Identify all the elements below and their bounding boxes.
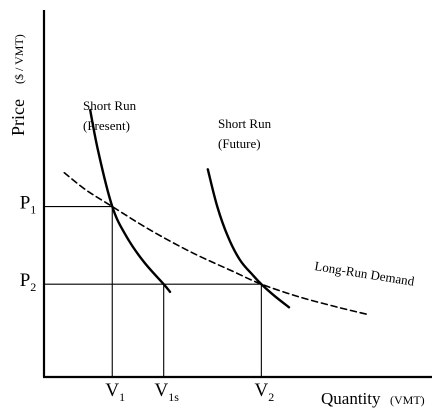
short-run-future-label-line-2: (Future) <box>218 136 261 151</box>
y-axis-unit: ($ / VMT) <box>12 34 26 84</box>
x-axis-label: Quantity (VMT) <box>321 389 425 408</box>
curve-labels: Short Run (Present) Short Run (Future) Long-… <box>83 98 416 289</box>
price-label-p1: P1 <box>20 193 37 217</box>
axes <box>42 10 432 379</box>
short-run-future-curve <box>206 168 291 309</box>
x-axis-title: Quantity <box>321 389 381 408</box>
long-run-demand-curve <box>63 172 371 316</box>
y-axis-label: Price ($ / VMT) <box>8 34 28 136</box>
short-run-future-label-line-1: Short Run <box>218 116 272 131</box>
quantity-label-v2: V2 <box>254 380 274 404</box>
level-labels: P1 P2 V1 V1s V2 <box>20 193 275 404</box>
price-label-p2: P2 <box>20 270 37 294</box>
curves <box>63 108 371 316</box>
x-axis-unit: (VMT) <box>390 393 425 407</box>
y-axis-title: Price <box>8 99 28 136</box>
short-run-present-curve <box>89 108 172 293</box>
quantity-label-v1: V1 <box>105 380 125 404</box>
short-run-present-label-line-1: Short Run <box>83 98 137 113</box>
guide-lines <box>44 206 262 377</box>
short-run-present-label-line-2: (Present) <box>83 118 130 133</box>
long-run-demand-label: Long-Run Demand <box>314 258 416 289</box>
quantity-label-v1s: V1s <box>154 380 179 404</box>
